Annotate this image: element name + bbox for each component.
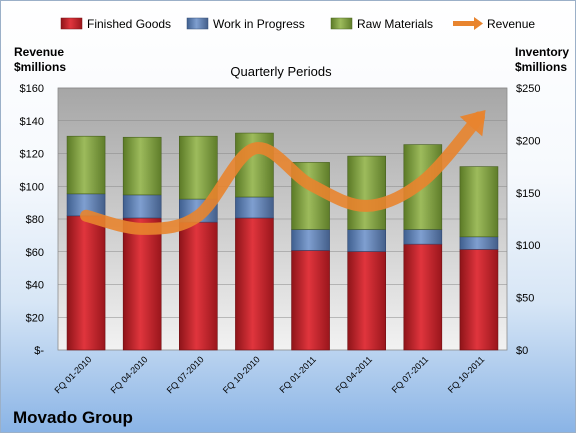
right-tick-label: $200 [516,135,540,147]
bar-work-in-progress [291,229,330,251]
bar-work-in-progress [403,229,443,245]
left-tick-label: $100 [20,181,44,193]
x-tick-label: FQ 10-2011 [446,354,487,395]
x-tick-label: FQ 04-2011 [334,354,375,395]
company-name: Movado Group [13,408,133,427]
left-axis-title-line1: Revenue [14,45,64,59]
legend-label-revenue: Revenue [487,17,535,31]
legend-label-work-in-progress: Work in Progress [213,17,305,31]
right-tick-label: $50 [516,293,534,305]
bar-work-in-progress [122,194,162,219]
bar-finished-goods [403,243,443,351]
right-axis-ticks: $0 $50 $100 $150 $200 $250 [516,83,540,357]
legend-swatch-revenue [453,17,483,30]
bar-finished-goods [122,217,162,351]
x-tick-label: FQ 07-2010 [165,354,206,395]
right-tick-label: $250 [516,83,540,95]
bar-raw-materials [459,166,499,238]
bars [66,132,499,351]
left-tick-label: $140 [20,116,44,128]
bar-work-in-progress [459,236,499,250]
revenue-line [80,109,486,235]
left-tick-label: $20 [26,312,44,324]
legend: Finished Goods Work in Progress Raw Mate… [60,17,535,31]
right-axis-title-line1: Inventory [515,45,569,59]
right-tick-label: $0 [516,345,528,357]
legend-label-raw-materials: Raw Materials [357,17,433,31]
chart-title: Quarterly Periods [230,64,332,79]
bar-finished-goods [179,221,218,351]
bar-raw-materials [347,155,386,230]
bar-work-in-progress [347,229,386,252]
x-axis-ticks: FQ 01-2010 FQ 04-2010 FQ 07-2010 FQ 10-2010… [52,354,486,395]
left-tick-label: $60 [26,247,44,259]
legend-swatch-work-in-progress [186,17,209,30]
bar-finished-goods [459,249,499,351]
x-tick-label: FQ 01-2011 [277,354,318,395]
left-tick-label: $120 [20,149,44,161]
left-axis-title-line2: $millions [14,60,66,74]
x-tick-label: FQ 10-2010 [221,354,262,395]
left-tick-label: $- [34,345,44,357]
legend-swatch-raw-materials [330,17,353,30]
bar-finished-goods [66,215,106,351]
legend-label-finished-goods: Finished Goods [87,17,171,31]
revenue-arrowhead [459,109,486,137]
revenue-line-path [80,111,485,235]
bar-raw-materials [66,135,106,195]
legend-swatch-finished-goods [60,17,83,30]
left-tick-label: $40 [26,280,44,292]
bar-finished-goods [235,217,274,351]
left-axis-ticks: $- $20 $40 $60 $80 $100 $120 $140 $160 [20,83,45,357]
bar-finished-goods [347,251,386,351]
x-tick-label: FQ 04-2010 [109,354,150,395]
right-axis-title-line2: $millions [515,60,567,74]
x-tick-label: FQ 07-2011 [390,354,431,395]
bar-raw-materials [122,136,162,196]
left-tick-label: $80 [26,214,44,226]
x-tick-label: FQ 01-2010 [52,354,93,395]
right-tick-label: $150 [516,188,540,200]
bar-finished-goods [291,250,330,351]
right-tick-label: $100 [516,240,540,252]
bar-raw-materials [179,135,218,200]
left-tick-label: $160 [20,83,44,95]
bar-work-in-progress [235,196,274,219]
